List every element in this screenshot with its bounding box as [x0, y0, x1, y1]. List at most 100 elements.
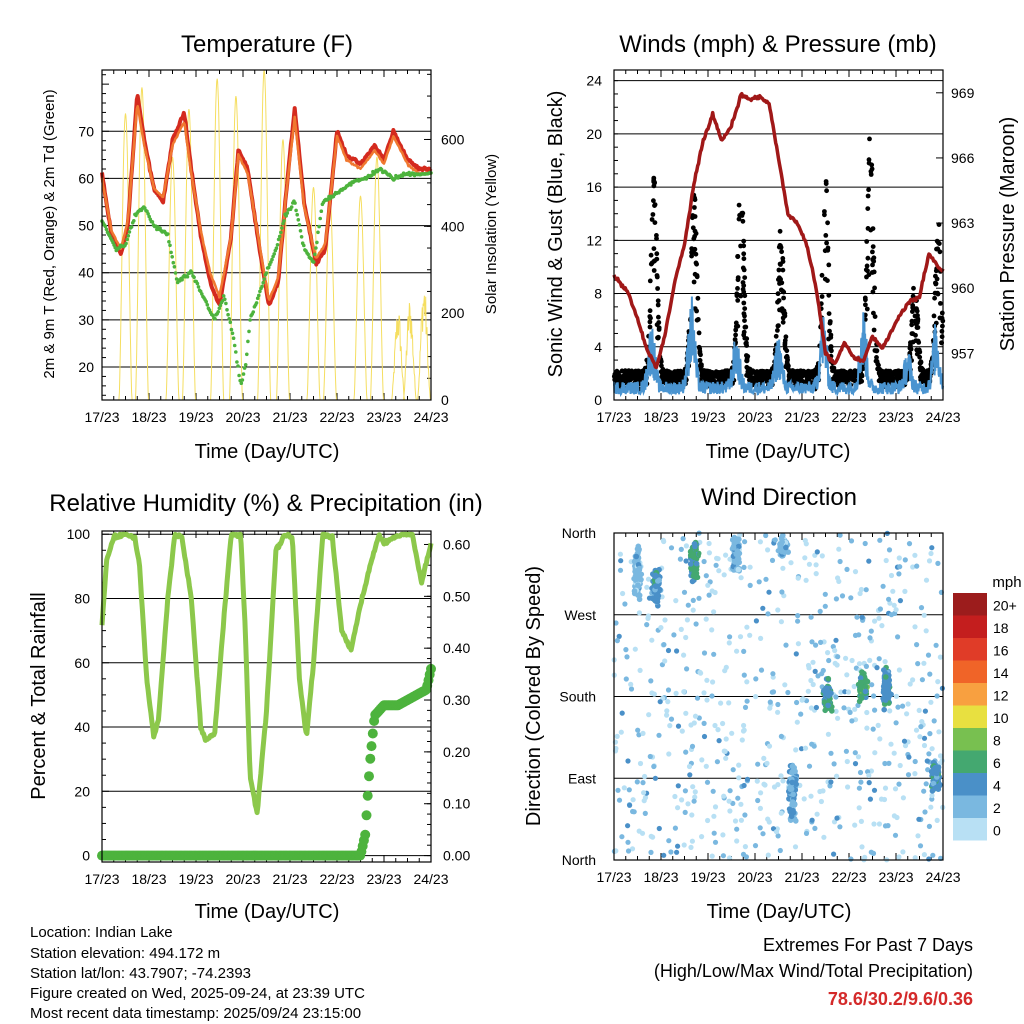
- gust-point: [720, 373, 726, 379]
- direction-point: [828, 779, 834, 785]
- direction-point: [715, 727, 721, 733]
- td-point: [237, 373, 241, 378]
- gust-point: [939, 310, 945, 316]
- x-tick-label: 20/23: [737, 409, 772, 425]
- gust-point: [654, 274, 660, 280]
- direction-point: [862, 688, 869, 695]
- direction-point: [803, 577, 809, 583]
- direction-point: [838, 689, 844, 695]
- direction-point: [619, 834, 625, 840]
- direction-point: [785, 689, 791, 696]
- direction-point: [871, 787, 878, 793]
- direction-point: [808, 705, 815, 711]
- direction-point: [916, 707, 922, 714]
- direction-point: [877, 537, 883, 543]
- direction-point: [828, 750, 834, 756]
- direction-plot: 17/23 18/23 19/23 20/23 21/23 22/23 23/23 24/23…: [559, 525, 960, 885]
- direction-point: [668, 849, 674, 855]
- direction-point: [930, 780, 937, 787]
- td-point: [313, 252, 317, 257]
- y-tick-label: 8: [594, 286, 602, 302]
- direction-point: [897, 762, 903, 769]
- gust-point: [732, 337, 738, 342]
- direction-point: [738, 801, 744, 807]
- direction-point: [821, 834, 827, 840]
- direction-point: [639, 830, 646, 836]
- elevation-text: Station elevation: 494.172 m: [30, 945, 220, 962]
- direction-point: [923, 628, 929, 634]
- y-tick-label: North: [562, 852, 596, 868]
- td-point: [315, 240, 319, 245]
- direction-point: [613, 745, 619, 752]
- winds-panel: Winds (mph) & Pressure (mb) 17/23 18/23 19…: [545, 31, 1019, 463]
- direction-point: [793, 747, 799, 753]
- direction-point: [635, 582, 641, 588]
- direction-point: [795, 575, 801, 581]
- direction-point: [668, 716, 675, 722]
- gust-point: [910, 331, 916, 337]
- y-tick-label: 0: [594, 392, 602, 408]
- direction-point: [833, 596, 840, 602]
- gust-point: [758, 368, 763, 374]
- gust-point: [697, 346, 703, 352]
- gust-point: [827, 320, 833, 326]
- gust-point: [782, 340, 788, 346]
- td-point: [280, 226, 284, 230]
- td-point: [282, 219, 286, 223]
- direction-point: [923, 781, 929, 787]
- td-point: [196, 285, 201, 289]
- direction-xlabel: Time (Day/UTC): [707, 901, 852, 923]
- direction-point: [817, 788, 823, 795]
- direction-point: [627, 802, 633, 808]
- gust-point: [708, 374, 714, 380]
- direction-point: [826, 657, 832, 664]
- direction-point: [747, 582, 753, 589]
- direction-point: [852, 750, 858, 756]
- direction-point: [630, 797, 636, 803]
- legend-label: 16: [993, 642, 1009, 658]
- direction-point: [886, 760, 892, 767]
- direction-point: [783, 544, 789, 551]
- direction-point: [712, 804, 719, 810]
- x-tick-label: 17/23: [84, 871, 119, 887]
- td-point: [127, 230, 132, 234]
- direction-point: [825, 702, 831, 709]
- y2-tick-label: 0.10: [443, 796, 470, 812]
- direction-point: [682, 809, 688, 816]
- direction-point: [617, 551, 624, 557]
- gust-point: [613, 370, 619, 375]
- gust-point: [932, 290, 938, 296]
- direction-point: [794, 699, 800, 706]
- temperature-panel: Temperature (F) 17/23 18/23 19/23 20/23 21/2…: [41, 31, 500, 463]
- direction-point: [926, 856, 932, 862]
- direction-point: [905, 701, 911, 707]
- gust-point: [912, 306, 918, 312]
- gust-point: [692, 214, 698, 219]
- gust-point: [869, 270, 875, 275]
- gust-point: [831, 368, 837, 374]
- direction-point: [718, 700, 724, 706]
- direction-point: [678, 626, 684, 633]
- direction-point: [806, 665, 812, 671]
- direction-point: [635, 568, 642, 574]
- direction-point: [741, 564, 747, 571]
- direction-point: [770, 671, 776, 677]
- direction-point: [813, 704, 820, 711]
- td-point: [294, 208, 298, 213]
- y-tick-label: 12: [586, 232, 602, 248]
- direction-point: [710, 679, 716, 685]
- td-point: [349, 183, 353, 187]
- direction-point: [845, 784, 851, 790]
- direction-point: [709, 627, 715, 633]
- gust-point: [733, 332, 738, 338]
- td-point: [232, 343, 237, 348]
- gust-point: [736, 216, 742, 222]
- direction-point: [900, 703, 906, 709]
- direction-point: [836, 546, 842, 552]
- gust-point: [932, 295, 937, 301]
- direction-point: [792, 844, 799, 850]
- td-point: [231, 336, 236, 341]
- gust-point: [656, 327, 662, 332]
- direction-point: [757, 825, 763, 831]
